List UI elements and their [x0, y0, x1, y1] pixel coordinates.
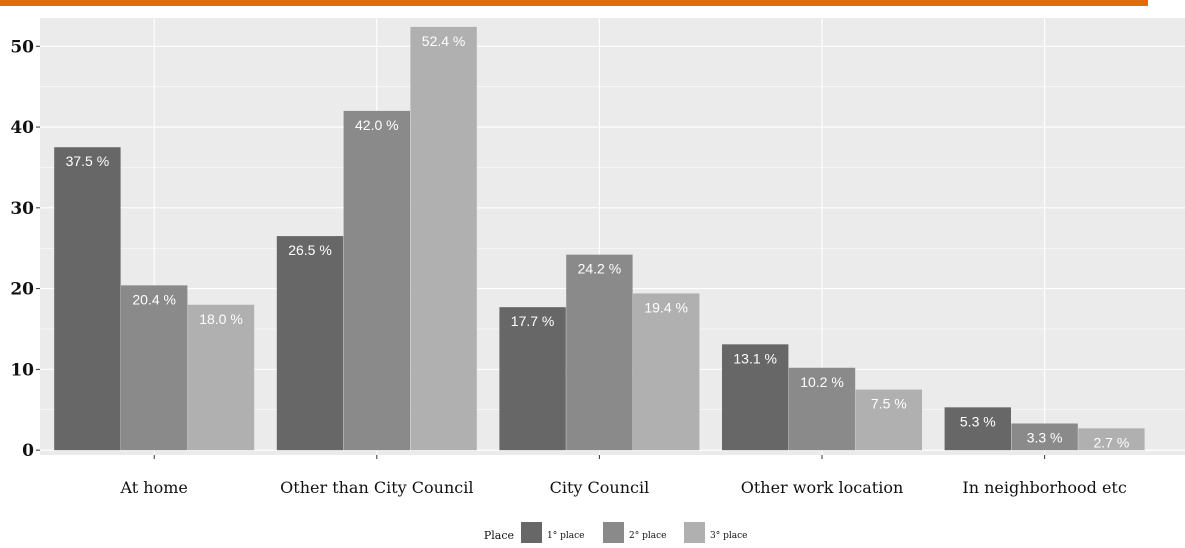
data-label: 24.2 %	[578, 261, 622, 277]
data-labels: 37.5 % 20.4 % 18.0 % 26.5 % 42.0 % 52.4 % 17.7…	[66, 33, 1130, 450]
y-tick-label: 10	[10, 360, 34, 380]
legend-title: Place	[484, 529, 514, 542]
data-label: 2.7 %	[1093, 434, 1129, 450]
legend-key	[521, 522, 542, 543]
bar	[633, 293, 700, 451]
bar	[410, 26, 477, 451]
y-tick-label: 0	[22, 441, 34, 461]
bar	[722, 344, 789, 451]
x-tick-label: In neighborhood etc	[962, 478, 1126, 497]
legend: Place 1° place 2° place 3° place	[484, 522, 747, 543]
bar	[499, 307, 566, 451]
bar	[1078, 428, 1145, 451]
bar	[944, 407, 1011, 451]
data-label: 20.4 %	[132, 291, 176, 307]
data-label: 10.2 %	[800, 374, 844, 390]
x-tick-label: Other work location	[741, 478, 904, 497]
y-axis: 0 10 20 30 40 50	[10, 37, 40, 461]
y-tick-label: 40	[10, 118, 34, 138]
bar	[54, 147, 121, 451]
top-accent-bar	[0, 0, 1148, 6]
x-tick-label: City Council	[550, 478, 650, 497]
bars	[54, 26, 1145, 451]
data-label: 13.1 %	[733, 350, 777, 366]
data-label: 37.5 %	[66, 153, 110, 169]
legend-key	[684, 522, 705, 543]
legend-label: 2° place	[629, 531, 666, 541]
bar	[788, 367, 856, 451]
bar	[276, 236, 344, 451]
data-label: 42.0 %	[355, 117, 399, 133]
data-label: 52.4 %	[422, 33, 466, 49]
legend-label: 3° place	[710, 531, 747, 541]
bar	[1011, 423, 1078, 451]
x-tick-label: At home	[120, 478, 188, 497]
y-tick-label: 30	[10, 199, 34, 219]
x-tick-label: Other than City Council	[280, 478, 473, 497]
x-axis: At home Other than City Council City Counc…	[120, 455, 1127, 497]
y-tick-label: 50	[10, 37, 34, 57]
bar	[566, 254, 633, 451]
data-label: 26.5 %	[288, 242, 332, 258]
data-label: 3.3 %	[1027, 429, 1063, 445]
data-label: 17.7 %	[511, 313, 555, 329]
data-label: 19.4 %	[644, 299, 688, 315]
bar	[121, 285, 188, 451]
data-label: 18.0 %	[199, 311, 243, 327]
bar	[855, 389, 922, 451]
legend-label: 1° place	[547, 531, 584, 541]
bar	[187, 304, 255, 451]
legend-key	[603, 522, 624, 543]
data-label: 7.5 %	[871, 396, 907, 412]
bar	[343, 110, 410, 451]
y-tick-label: 20	[10, 280, 34, 300]
data-label: 5.3 %	[960, 413, 996, 429]
